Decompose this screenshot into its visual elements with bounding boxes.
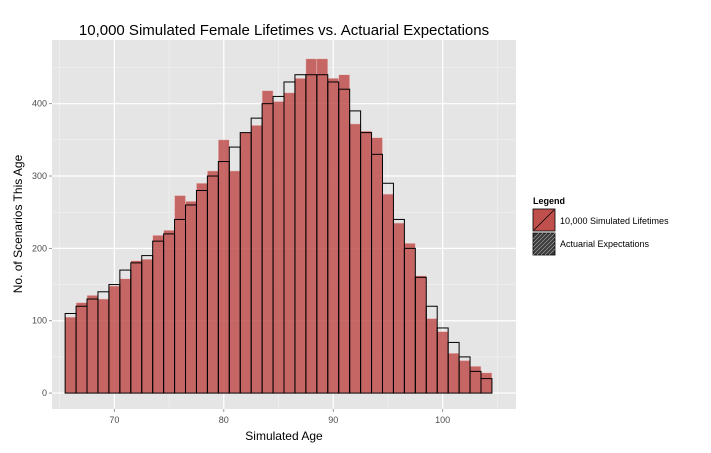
legend: Legend 10,000 Simulated Lifetimes Actuar…: [532, 196, 669, 256]
x-tick-label: 100: [435, 415, 450, 425]
simulated-bar: [86, 295, 99, 394]
y-tick-labels: 0 100 200 300 400: [32, 99, 47, 398]
simulated-bar: [97, 298, 110, 394]
simulated-bar: [316, 58, 329, 394]
simulated-bar: [130, 260, 142, 394]
legend-key-actuarial-hatch: [532, 232, 556, 256]
legend-label-actuarial: Actuarial Expectations: [560, 239, 650, 249]
y-tick-label: 0: [42, 388, 47, 398]
simulated-bar: [294, 78, 307, 394]
chart-title: 10,000 Simulated Female Lifetimes vs. Ac…: [79, 22, 489, 39]
simulated-bar: [360, 130, 372, 394]
simulated-bar: [229, 170, 241, 394]
legend-hatch-line: [532, 232, 556, 256]
legend-title: Legend: [533, 196, 565, 206]
legend-hatch-line: [540, 240, 556, 256]
simulated-bar: [458, 360, 471, 394]
y-tick-label: 200: [32, 243, 47, 253]
x-axis-title: Simulated Age: [245, 429, 323, 443]
simulated-bar: [163, 230, 175, 394]
simulated-bar: [239, 132, 252, 394]
simulated-bar: [174, 195, 186, 394]
simulated-bar: [426, 318, 438, 394]
simulated-bar: [152, 235, 164, 394]
actuarial-bar: [480, 378, 493, 394]
x-tick-label: 70: [109, 415, 119, 425]
simulated-bar: [108, 285, 121, 394]
simulated-bar: [349, 123, 361, 394]
simulated-bar: [141, 258, 153, 394]
simulated-bar: [371, 137, 383, 394]
y-tick-label: 100: [32, 316, 47, 326]
simulated-bar: [64, 316, 77, 394]
legend-hatch-line: [532, 232, 544, 244]
simulated-bar: [393, 222, 405, 394]
simulated-bar: [447, 353, 460, 394]
x-tick-label: 80: [219, 415, 229, 425]
simulated-bar: [382, 193, 394, 394]
legend-hatch-line: [544, 244, 556, 256]
x-tick-labels: 70 80 90 100: [109, 415, 450, 425]
actuarial-bars: [64, 74, 493, 394]
simulated-bar: [415, 275, 427, 394]
simulated-bar: [327, 78, 339, 394]
simulated-bar: [305, 58, 318, 394]
y-tick-label: 300: [32, 171, 47, 181]
simulated-bar: [261, 90, 274, 394]
legend-hatch-line: [532, 232, 548, 248]
simulated-bar: [404, 243, 416, 394]
simulated-bar: [196, 183, 208, 394]
x-tick-label: 90: [328, 415, 338, 425]
simulated-bar: [218, 139, 230, 394]
simulated-bar: [207, 170, 219, 394]
simulated-bar: [480, 372, 493, 394]
simulated-bar: [283, 92, 296, 394]
legend-hatch-line: [532, 232, 540, 240]
simulated-bar: [119, 278, 132, 394]
axis-ticks: [49, 103, 444, 412]
simulated-bar: [469, 366, 482, 394]
legend-label-simulated: 10,000 Simulated Lifetimes: [560, 216, 669, 226]
legend-hatch-line: [548, 248, 556, 256]
simulated-bar: [185, 201, 197, 394]
simulated-bar: [272, 101, 285, 394]
simulated-bars: [64, 58, 493, 394]
legend-key-simulated-slash: [533, 209, 555, 231]
simulated-bar: [338, 74, 350, 394]
legend-hatch-line: [536, 236, 556, 256]
y-tick-label: 400: [32, 99, 47, 109]
simulated-bar: [436, 331, 449, 394]
y-axis-title: No. of Scenarios This Age: [11, 154, 25, 293]
simulated-bar: [250, 125, 263, 394]
legend-hatch-line: [532, 232, 552, 252]
simulated-bar: [75, 302, 88, 394]
